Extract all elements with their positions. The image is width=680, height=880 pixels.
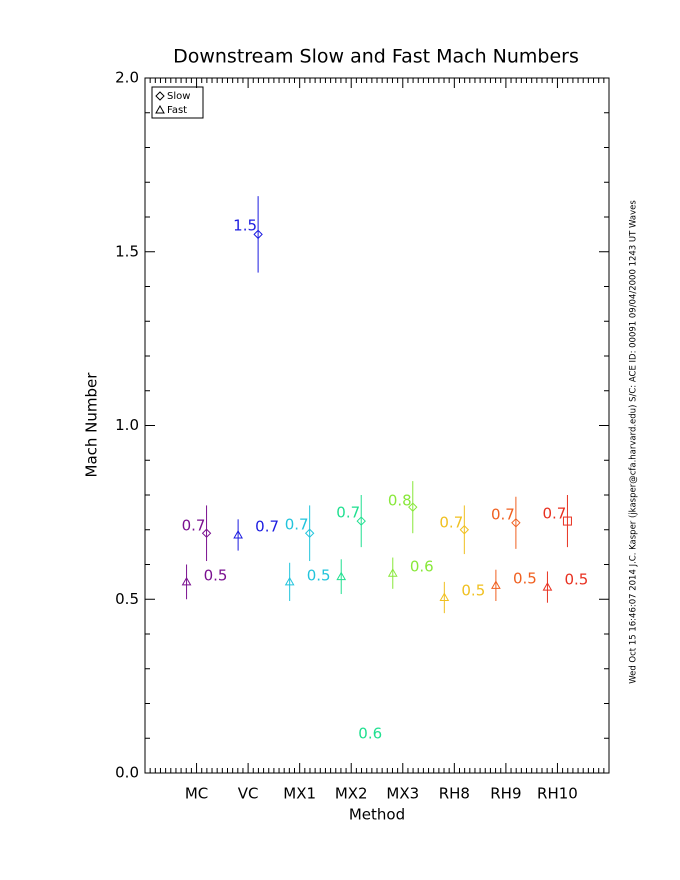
value-label: 1.5	[233, 217, 257, 235]
slow-marker	[155, 91, 165, 101]
value-label: 0.7	[491, 506, 515, 524]
value-label: 0.8	[388, 492, 412, 510]
value-label: 0.7	[285, 516, 309, 534]
value-label: 0.6	[410, 558, 434, 576]
y-axis-label: Mach Number	[83, 372, 101, 478]
y-tick-label: 0.0	[115, 764, 139, 782]
x-tick-label: RH10	[537, 785, 578, 803]
fast-marker	[439, 592, 450, 602]
fast-marker	[155, 104, 165, 114]
x-axis-label: Method	[349, 806, 405, 824]
slow-marker	[511, 518, 521, 528]
fast-marker	[284, 576, 295, 586]
fast-marker	[336, 571, 347, 581]
slow-marker	[201, 528, 212, 538]
value-label: 0.7	[255, 518, 279, 536]
slow-marker	[253, 229, 263, 240]
slow-marker	[408, 502, 418, 512]
slow-marker	[562, 516, 572, 526]
fast-marker	[387, 568, 398, 577]
chart-title: Downstream Slow and Fast Mach Numbers	[173, 46, 579, 68]
value-label: 0.6	[358, 725, 382, 743]
value-label: 0.7	[336, 504, 360, 522]
value-label: 0.5	[307, 567, 331, 585]
x-tick-label: MX2	[335, 785, 368, 803]
legend-box	[151, 86, 204, 119]
fast-marker	[181, 576, 192, 586]
x-tick-label: RH9	[490, 785, 521, 803]
x-tick-label: MX3	[386, 785, 419, 803]
fast-marker	[233, 529, 243, 539]
value-label: 0.5	[565, 571, 589, 589]
x-tick-label: MC	[185, 785, 208, 803]
x-tick-label: VC	[238, 785, 259, 803]
value-label: 0.5	[461, 582, 485, 600]
value-label: 0.7	[543, 505, 567, 523]
y-tick-label: 0.5	[115, 590, 139, 608]
y-tick-label: 2.0	[115, 69, 139, 87]
slow-marker	[459, 525, 470, 535]
y-tick-label: 1.0	[115, 416, 139, 434]
plot-frame	[144, 77, 610, 774]
fast-marker	[542, 582, 553, 591]
legend-label: Fast	[167, 105, 187, 116]
value-label: 0.5	[204, 567, 228, 585]
fast-marker	[491, 580, 501, 589]
legend-label: Slow	[167, 91, 190, 102]
x-tick-label: MX1	[283, 785, 316, 803]
slow-marker	[356, 516, 366, 526]
value-label: 0.7	[182, 517, 206, 535]
side-note: Wed Oct 15 16:46:07 2014 J.C. Kasper (jk…	[629, 200, 639, 684]
x-tick-label: RH8	[439, 785, 470, 803]
slow-marker	[304, 528, 315, 538]
value-label: 0.7	[439, 514, 463, 532]
y-tick-label: 1.5	[115, 242, 139, 260]
value-label: 0.5	[513, 570, 537, 588]
